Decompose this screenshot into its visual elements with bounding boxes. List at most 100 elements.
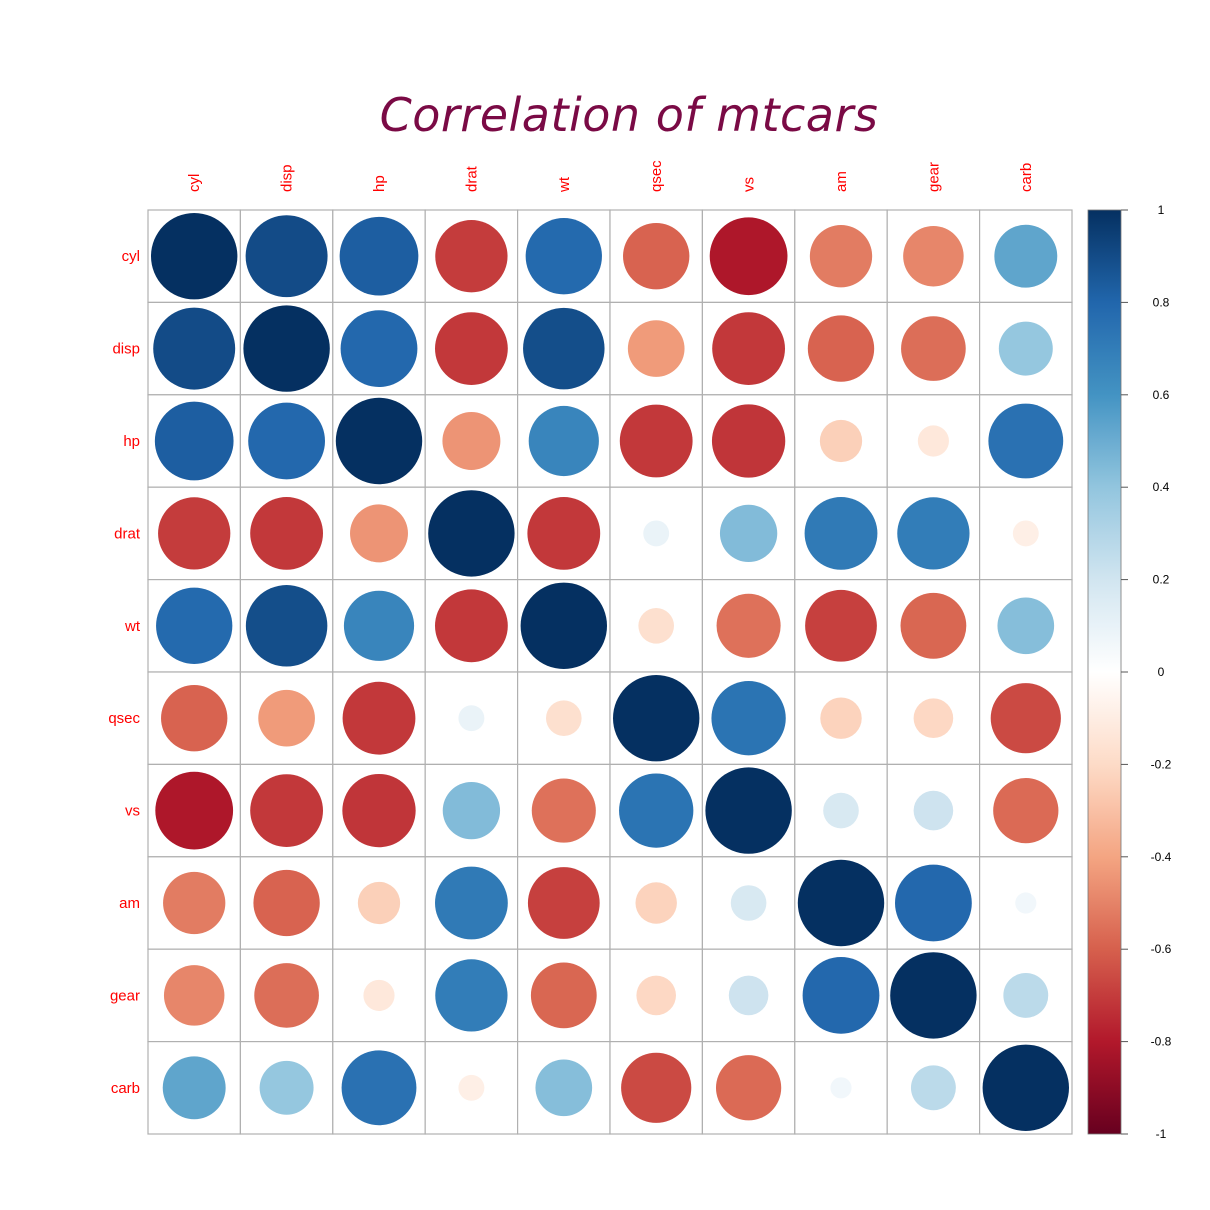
correlation-circle-disp-vs	[712, 312, 785, 385]
colorbar-tick-label: -1	[1156, 1127, 1167, 1141]
correlation-circle-wt-disp	[245, 585, 328, 667]
colorbar-tick-label: 0.8	[1153, 295, 1170, 309]
correlation-circle-drat-qsec	[643, 520, 670, 547]
correlation-circle-qsec-carb	[990, 683, 1061, 754]
chart-title: Correlation of mtcars	[379, 88, 879, 142]
correlation-circle-vs-gear	[913, 790, 954, 831]
correlation-circle-carb-vs	[715, 1055, 782, 1121]
correlation-circle-carb-drat	[458, 1074, 485, 1101]
correlation-circle-cyl-am	[809, 225, 873, 288]
correlation-circle-disp-drat	[435, 312, 508, 385]
colorbar-tick-label: 0.2	[1153, 573, 1170, 587]
colorbar-tick-label: -0.8	[1151, 1035, 1172, 1049]
colorbar-tick-label: 0.6	[1153, 388, 1170, 402]
correlation-circle-am-am	[797, 859, 885, 947]
correlation-circle-wt-cyl	[156, 587, 233, 664]
correlation-circle-disp-am	[807, 315, 875, 382]
correlation-circle-carb-hp	[341, 1050, 417, 1126]
column-label-am: am	[833, 171, 850, 192]
row-label-qsec: qsec	[108, 710, 140, 727]
colorbar-tick-label: 1	[1158, 203, 1165, 217]
correlation-circle-gear-vs	[728, 975, 769, 1016]
correlation-circle-hp-cyl	[154, 401, 234, 481]
correlation-circle-carb-am	[830, 1077, 852, 1099]
correlation-circle-vs-drat	[442, 781, 501, 840]
colorbar-tick-label: 0	[1158, 665, 1165, 679]
correlation-circle-am-cyl	[163, 871, 226, 935]
correlation-circle-am-drat	[435, 866, 508, 940]
correlation-circle-wt-am	[805, 589, 877, 662]
correlation-circle-gear-carb	[1003, 972, 1049, 1018]
correlation-circle-drat-drat	[428, 490, 515, 577]
correlation-circle-disp-wt	[523, 307, 605, 390]
correlation-circle-gear-hp	[363, 979, 395, 1011]
correlation-circle-cyl-qsec	[623, 223, 690, 290]
correlation-circle-qsec-am	[820, 697, 862, 739]
correlation-circle-am-qsec	[635, 882, 677, 924]
correlation-circle-hp-disp	[248, 402, 325, 480]
correlation-circle-vs-cyl	[155, 771, 234, 850]
row-label-wt: wt	[124, 618, 141, 635]
correlation-circle-carb-cyl	[162, 1056, 226, 1120]
correlation-circle-qsec-vs	[711, 681, 786, 756]
correlation-circle-wt-qsec	[638, 607, 675, 644]
column-label-hp: hp	[371, 175, 388, 192]
colorbar-tick-label: -0.4	[1151, 850, 1172, 864]
correlation-circle-wt-vs	[716, 593, 781, 658]
correlation-circle-drat-vs	[719, 504, 778, 563]
correlation-circles	[151, 213, 1069, 1132]
correlation-circle-vs-carb	[993, 777, 1059, 844]
grid-cell	[239, 671, 334, 766]
correlation-circle-cyl-drat	[435, 220, 508, 293]
correlation-circle-drat-wt	[527, 497, 601, 570]
correlation-circle-wt-wt	[520, 582, 607, 669]
column-label-carb: carb	[1018, 163, 1035, 192]
correlation-circle-gear-wt	[530, 962, 597, 1029]
row-label-gear: gear	[110, 987, 140, 1004]
correlation-circle-cyl-gear	[903, 225, 964, 287]
correlation-circle-vs-am	[823, 792, 859, 829]
correlation-circle-wt-drat	[435, 589, 508, 663]
correlation-circle-drat-hp	[350, 504, 408, 563]
correlation-circle-cyl-hp	[339, 216, 419, 296]
correlation-circle-gear-disp	[254, 963, 319, 1028]
colorbar-tick-label: -0.2	[1151, 757, 1172, 771]
correlation-circle-qsec-cyl	[161, 685, 228, 752]
correlation-circle-cyl-vs	[709, 217, 788, 296]
correlation-circle-gear-qsec	[636, 975, 676, 1016]
correlation-circle-qsec-gear	[913, 698, 954, 738]
correlation-circle-am-gear	[895, 864, 972, 942]
correlation-circle-carb-disp	[259, 1060, 314, 1115]
colorbar-tick-label: 0.4	[1153, 480, 1170, 494]
correlation-circle-qsec-hp	[342, 681, 416, 755]
correlation-circle-cyl-carb	[994, 224, 1058, 288]
correlation-circle-carb-wt	[535, 1059, 593, 1117]
correlation-circle-disp-cyl	[153, 307, 236, 390]
column-label-disp: disp	[279, 164, 296, 192]
correlation-circle-vs-hp	[342, 773, 416, 848]
correlation-circle-am-disp	[253, 869, 320, 937]
row-label-cyl: cyl	[122, 248, 140, 265]
correlation-circle-hp-hp	[335, 397, 423, 485]
correlation-circle-vs-wt	[531, 778, 596, 843]
correlation-circle-carb-carb	[982, 1044, 1069, 1132]
correlation-circle-drat-carb	[1012, 520, 1039, 547]
correlation-circle-am-wt	[527, 867, 600, 939]
row-label-disp: disp	[112, 341, 140, 358]
correlation-circle-vs-vs	[705, 767, 792, 854]
column-label-wt: wt	[556, 176, 573, 193]
correlation-circle-wt-carb	[997, 597, 1055, 655]
color-legend: 1 0.8 0.6 0.4 0.2 0 -0.2 -0.4 -0.6 -0.8 -1	[1087, 203, 1172, 1141]
row-label-hp: hp	[123, 433, 140, 450]
correlation-circle-carb-gear	[910, 1065, 956, 1111]
correlation-circle-gear-am	[802, 957, 880, 1034]
correlation-circle-hp-gear	[917, 425, 949, 457]
correlation-circle-wt-gear	[900, 592, 967, 659]
correlation-circle-hp-wt	[528, 405, 599, 477]
row-label-carb: carb	[111, 1080, 140, 1097]
row-label-drat: drat	[114, 525, 141, 542]
correlation-circle-wt-hp	[343, 590, 415, 661]
correlation-circle-drat-cyl	[158, 497, 231, 570]
correlation-circle-am-hp	[357, 881, 401, 925]
